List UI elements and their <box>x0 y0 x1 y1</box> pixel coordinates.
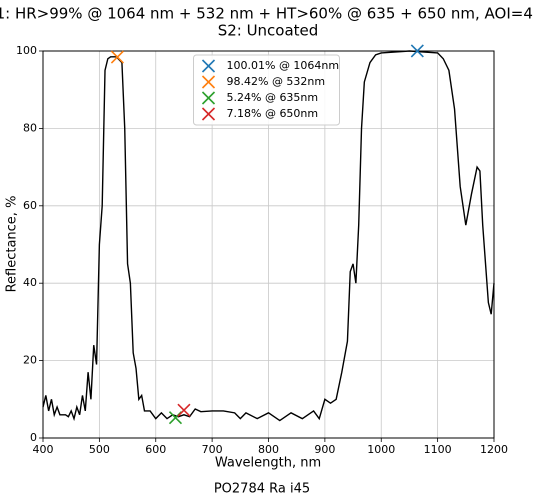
x-tick-label: 1000 <box>367 443 395 456</box>
marker-stroke <box>201 75 216 89</box>
x-tick-label: 600 <box>145 443 166 456</box>
marker-stroke <box>201 59 216 73</box>
plot-frame <box>42 50 495 439</box>
scatter-marker <box>177 403 191 417</box>
x-tick-label: 900 <box>314 443 335 456</box>
x-tick-label: 800 <box>258 443 279 456</box>
x-tick-label: 400 <box>33 443 54 456</box>
y-tick-label: 60 <box>23 199 37 212</box>
marker-stroke <box>201 107 216 121</box>
marker-stroke <box>410 44 424 58</box>
scatter-marker <box>110 50 124 64</box>
footer: PO2784 Ra i45 <box>214 482 310 497</box>
marker-stroke <box>177 403 191 417</box>
x-tick-label: 1200 <box>480 443 508 456</box>
legend-box <box>193 54 340 126</box>
scatter-marker <box>410 44 424 58</box>
y-tick-label: 100 <box>16 44 37 57</box>
legend-label: 98.42% @ 532nm <box>227 75 326 88</box>
x-tick-label: 700 <box>202 443 223 456</box>
reflectance-line <box>42 50 495 422</box>
legend-label: 100.01% @ 1064nm <box>227 59 340 72</box>
y-tick-label: 20 <box>23 354 37 367</box>
chart-title: S1: HR>99% @ 1064 nm + 532 nm + HT>60% @… <box>0 5 534 23</box>
legend-marker <box>201 91 216 105</box>
chart-subtitle: S2: Uncoated <box>218 22 319 40</box>
y-tick-label: 0 <box>30 431 37 444</box>
y-tick-label: 40 <box>23 276 37 289</box>
legend-label: 5.24% @ 635nm <box>227 91 319 104</box>
x-axis-label: Wavelength, nm <box>215 456 321 471</box>
marker-stroke <box>110 50 124 64</box>
x-tick-label: 500 <box>89 443 110 456</box>
legend-label: 7.18% @ 650nm <box>227 107 319 120</box>
legend-marker <box>201 107 216 121</box>
legend-marker <box>201 75 216 89</box>
y-axis-label: Reflectance, % <box>5 196 20 293</box>
x-tick-label: 1100 <box>424 443 452 456</box>
marker-stroke <box>201 91 216 105</box>
legend: 100.01% @ 1064nm 98.42% @ 532nm 5.24% @ 63… <box>193 54 340 126</box>
y-tick-label: 80 <box>23 121 37 134</box>
legend-marker <box>201 59 216 73</box>
